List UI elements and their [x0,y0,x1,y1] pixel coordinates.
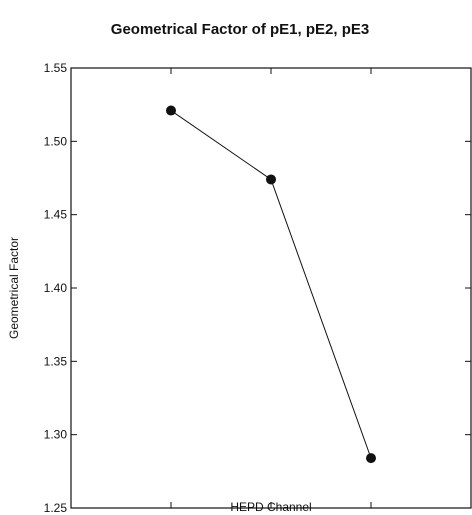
y-tick-label: 1.45 [44,208,68,222]
x-axis-ticks [70,68,472,508]
y-tick-label: 1.40 [44,281,68,295]
series-line [170,110,372,459]
data-point [166,105,176,116]
data-point [266,174,276,185]
y-axis-tick-labels: 1.25 1.30 1.35 1.40 1.45 1.50 1.55 [44,61,68,515]
x-axis-label: HEPD Channel [230,500,311,514]
y-tick-label: 1.25 [44,501,68,515]
y-tick-label: 1.50 [44,134,68,148]
chart-title: Geometrical Factor of pE1, pE2, pE3 [111,21,369,38]
y-tick-label: 1.55 [44,61,68,75]
series-layer [166,105,376,464]
y-tick-label: 1.30 [44,428,68,442]
y-tick-label: 1.35 [44,354,68,368]
y-axis-label: Geometrical Factor [7,237,21,339]
data-point [366,453,376,464]
y-axis-ticks [71,67,471,509]
plot-frame [70,67,472,509]
